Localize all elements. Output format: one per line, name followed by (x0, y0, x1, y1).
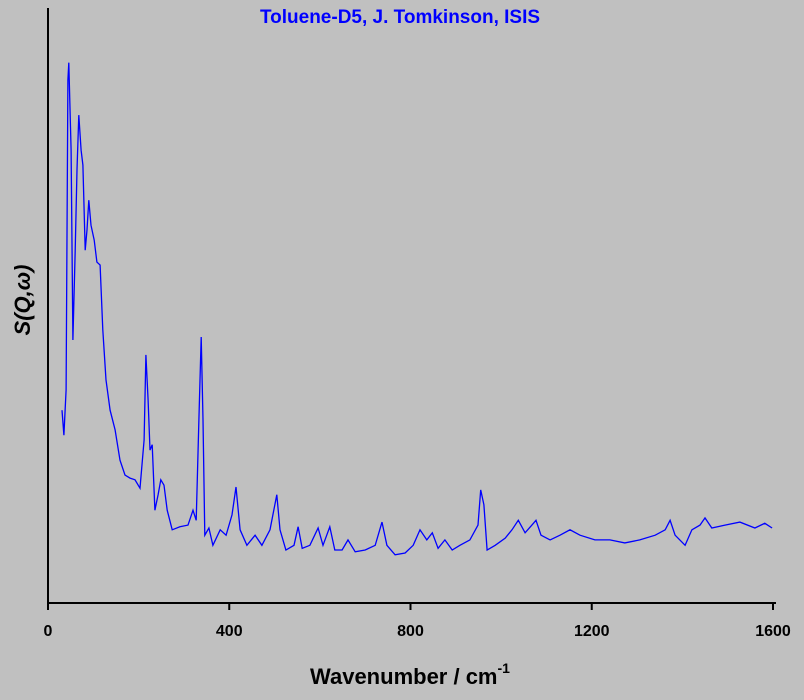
x-label-text: Wavenumber / cm (310, 664, 497, 689)
chart-title: Toluene-D5, J. Tomkinson, ISIS (260, 7, 540, 28)
spectrum-line (61, 62, 773, 556)
y-axis-label: S(Q,ω) (10, 265, 35, 336)
x-tick-label: 0 (44, 623, 53, 640)
x-tick-label: 1200 (574, 623, 610, 640)
x-tick-label: 1600 (755, 623, 791, 640)
x-tick-label: 400 (216, 623, 243, 640)
x-label-superscript: -1 (498, 660, 511, 676)
x-tick-label: 800 (397, 623, 424, 640)
x-axis-label: Wavenumber / cm-1 (310, 660, 510, 689)
